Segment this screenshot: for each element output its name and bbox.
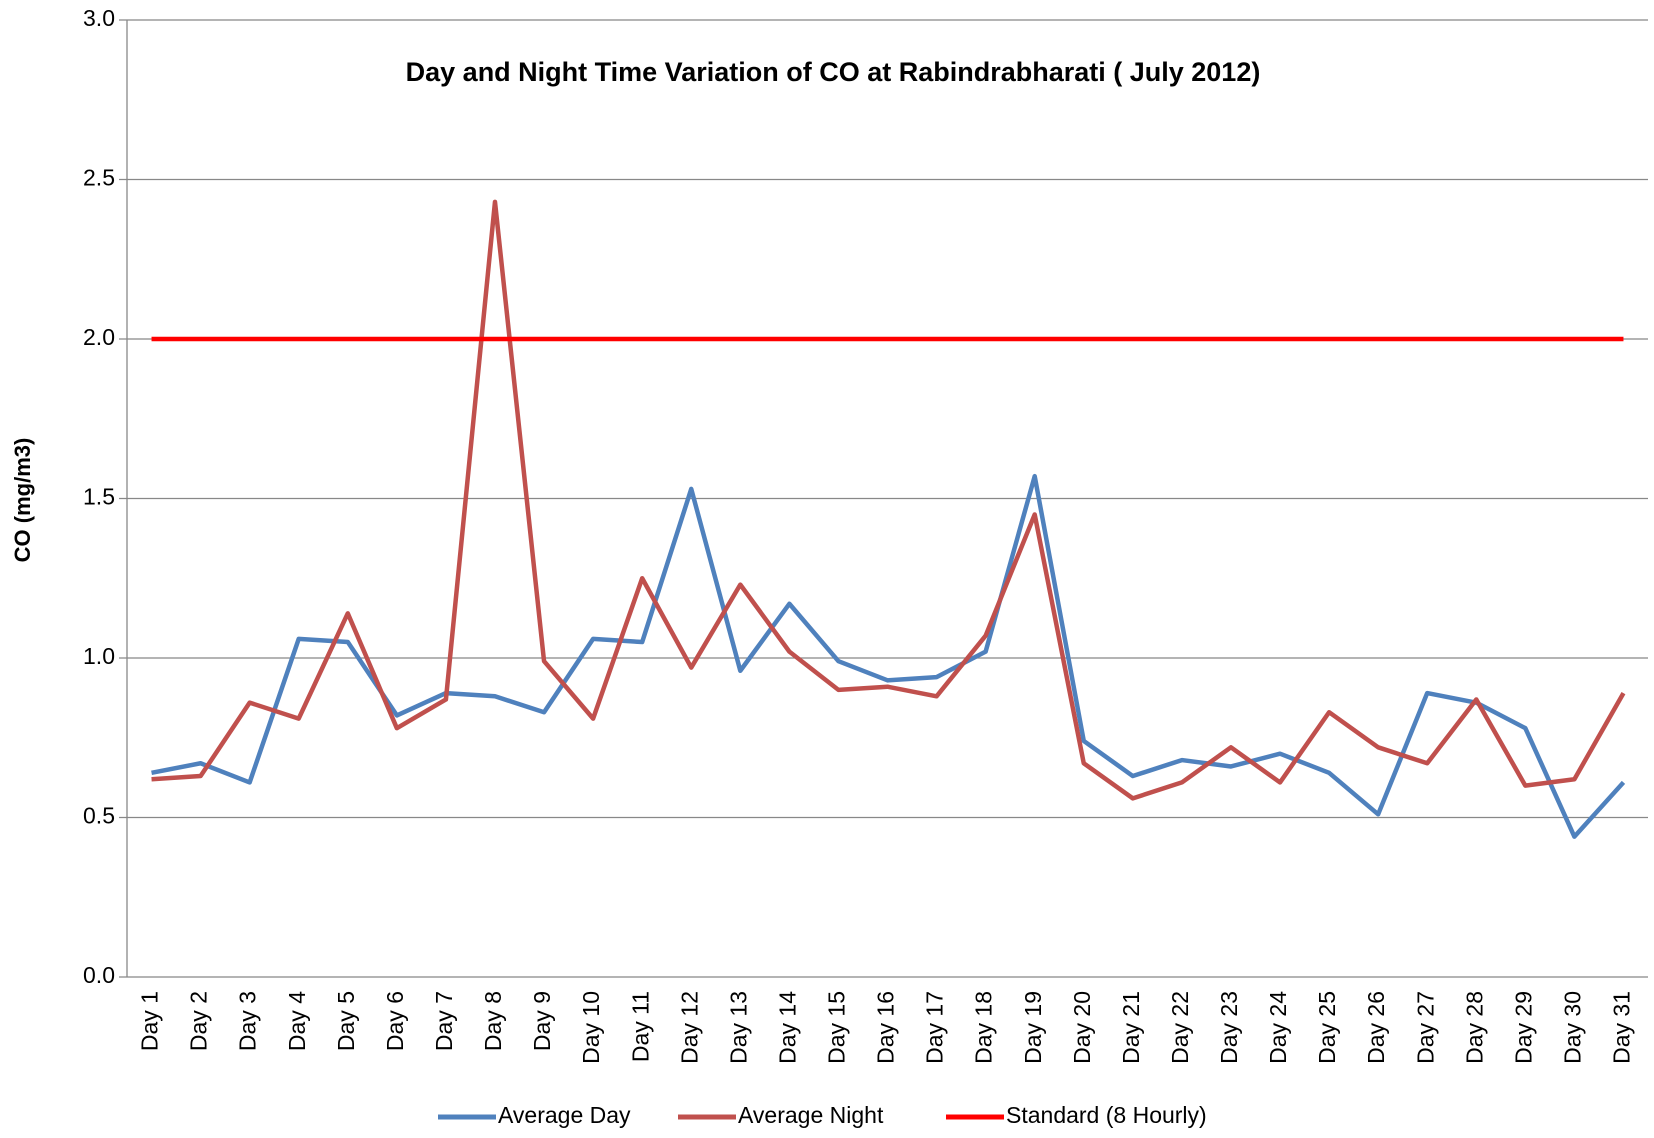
x-tick-label: Day 17 bbox=[922, 991, 948, 1064]
chart-title: Day and Night Time Variation of CO at Ra… bbox=[406, 57, 1261, 87]
legend-label: Average Day bbox=[498, 1102, 631, 1128]
legend-label: Average Night bbox=[738, 1102, 884, 1128]
x-tick-label: Day 5 bbox=[333, 991, 359, 1051]
x-tick-label: Day 13 bbox=[725, 991, 751, 1064]
x-tick-label: Day 22 bbox=[1167, 991, 1193, 1064]
x-tick-label: Day 23 bbox=[1216, 991, 1242, 1064]
x-tick-label: Day 7 bbox=[431, 991, 457, 1051]
x-tick-label: Day 25 bbox=[1314, 991, 1340, 1064]
x-tick-label: Day 4 bbox=[284, 991, 310, 1051]
legend-label: Standard (8 Hourly) bbox=[1006, 1102, 1207, 1128]
x-tick-label: Day 24 bbox=[1265, 991, 1291, 1064]
x-tick-label: Day 12 bbox=[676, 991, 702, 1064]
y-tick-label: 3.0 bbox=[83, 5, 115, 31]
x-tick-label: Day 15 bbox=[824, 991, 850, 1064]
y-tick-label: 2.5 bbox=[83, 165, 115, 191]
x-tick-label: Day 26 bbox=[1363, 991, 1389, 1064]
x-tick-label: Day 9 bbox=[529, 991, 555, 1051]
x-tick-label: Day 21 bbox=[1118, 991, 1144, 1064]
y-tick-label: 1.5 bbox=[83, 484, 115, 510]
x-tick-label: Day 14 bbox=[774, 991, 800, 1064]
x-tick-label: Day 16 bbox=[873, 991, 899, 1064]
x-tick-label: Day 31 bbox=[1609, 991, 1635, 1064]
x-tick-label: Day 30 bbox=[1559, 991, 1585, 1064]
y-tick-label: 2.0 bbox=[83, 324, 115, 350]
x-tick-label: Day 10 bbox=[578, 991, 604, 1064]
x-tick-label: Day 2 bbox=[186, 991, 212, 1051]
y-tick-label: 0.5 bbox=[83, 803, 115, 829]
y-axis-label: CO (mg/m3) bbox=[10, 438, 35, 563]
y-tick-label: 1.0 bbox=[83, 643, 115, 669]
series-line bbox=[151, 199, 1626, 801]
series-line bbox=[151, 473, 1626, 839]
x-tick-label: Day 8 bbox=[480, 991, 506, 1051]
x-tick-label: Day 19 bbox=[1020, 991, 1046, 1064]
x-tick-label: Day 18 bbox=[971, 991, 997, 1064]
x-tick-label: Day 11 bbox=[627, 991, 653, 1062]
x-tick-label: Day 29 bbox=[1510, 991, 1536, 1064]
x-tick-label: Day 6 bbox=[382, 991, 408, 1051]
x-tick-label: Day 28 bbox=[1461, 991, 1487, 1064]
x-tick-label: Day 27 bbox=[1412, 991, 1438, 1064]
y-tick-label: 0.0 bbox=[83, 962, 115, 988]
x-tick-label: Day 3 bbox=[235, 991, 261, 1051]
x-tick-label: Day 1 bbox=[137, 991, 163, 1051]
x-tick-label: Day 20 bbox=[1069, 991, 1095, 1064]
